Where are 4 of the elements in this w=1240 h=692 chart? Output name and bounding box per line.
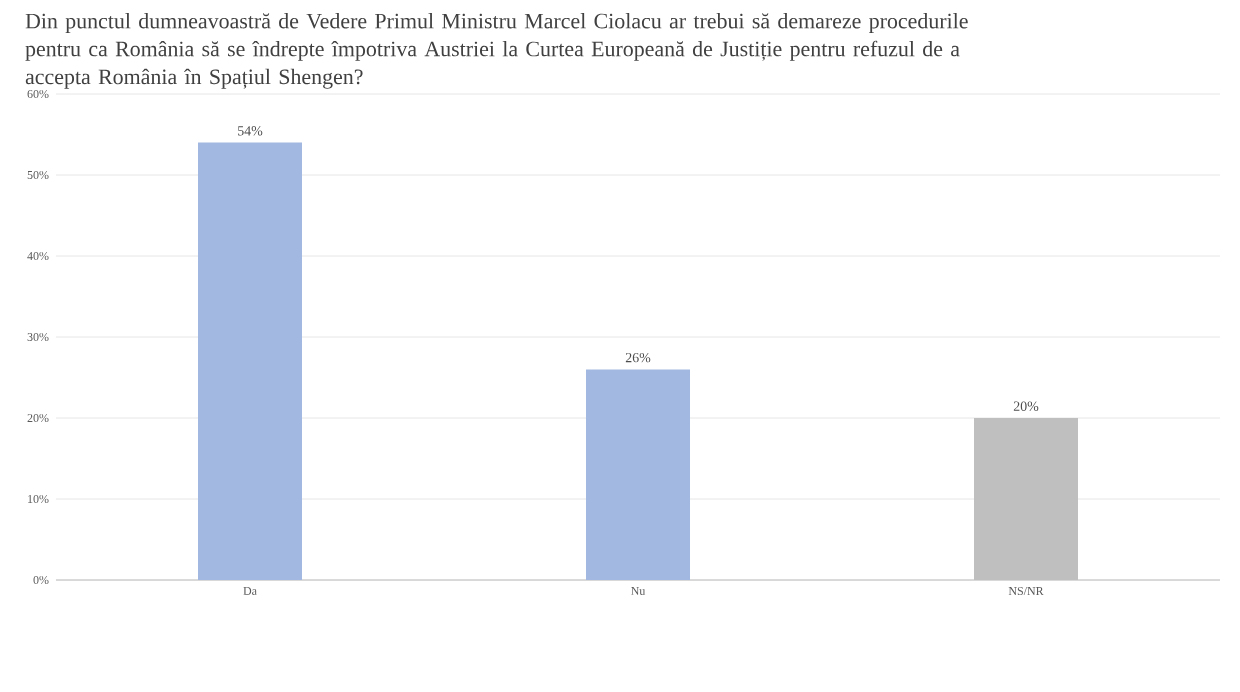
bar — [974, 418, 1079, 580]
chart-title: Din punctul dumneavoastră de Vedere Primul Ministru Marcel Ciolacu ar trebui să demareze procedurile pentru ca România să se îndrepte împotriva Austriei la Curtea Europeană de Justiție pentru refuzul de a accepta România în Spațiul Shengen? — [25, 13, 968, 89]
bar — [586, 369, 691, 580]
bar — [198, 142, 302, 580]
